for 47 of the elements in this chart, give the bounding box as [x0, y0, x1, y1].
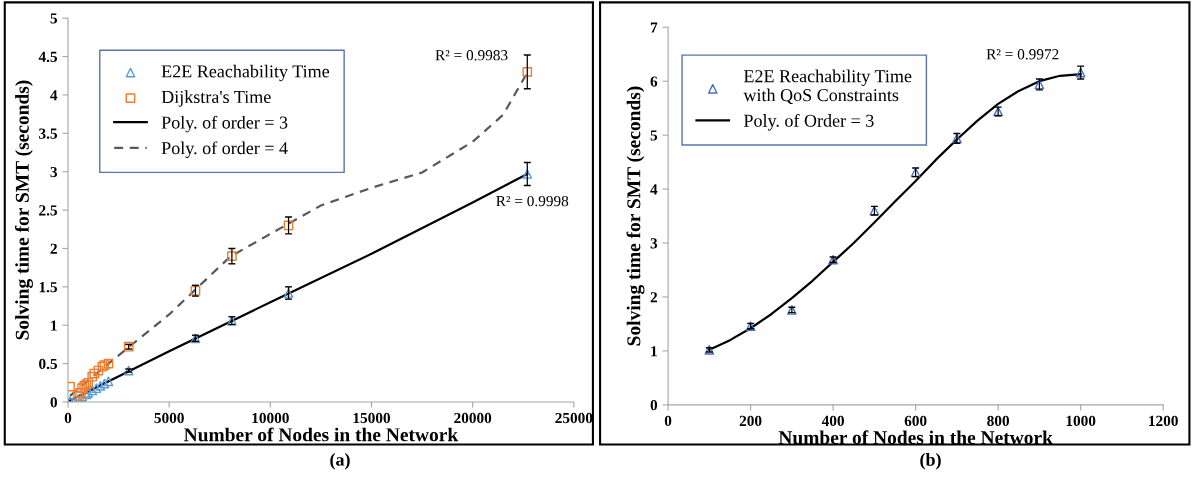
legend-label: E2E Reachability Time	[161, 64, 330, 82]
x-tick-label: 200	[739, 415, 762, 427]
x-tick-label: 25000	[555, 412, 593, 424]
y-tick-label: 1.5	[39, 282, 58, 293]
annotation: R² = 0.9972	[986, 49, 1059, 60]
y-tick-label: 1	[651, 346, 657, 357]
y-axis-title: Solving time for SMT (seconds)	[626, 86, 645, 346]
x-axis-title: Number of Nodes in the Network	[184, 427, 459, 442]
text: (b)	[920, 453, 941, 470]
y-tick-label: 2.5	[39, 205, 58, 216]
y-tick-label: 2	[50, 243, 57, 254]
y-tick-label: 0	[650, 400, 658, 411]
x-tick-label: 800	[987, 415, 1010, 427]
text: (a)	[330, 453, 350, 470]
annotation: R² = 0.9998	[496, 195, 569, 207]
y-tick-label: 4.5	[38, 51, 58, 63]
y-tick-label: 3	[650, 238, 658, 249]
y-tick-label: 4	[650, 184, 658, 195]
y-tick-label: 0	[50, 397, 57, 408]
x-axis-title: Number of Nodes in the Network	[778, 430, 1053, 445]
x-tick-label: 20000	[454, 412, 492, 424]
x-tick-label: 0	[664, 415, 672, 427]
legend-label: E2E Reachability Time with QoS Constraints	[743, 69, 912, 104]
y-tick-label: 5	[650, 130, 658, 141]
y-tick-label: 2	[650, 292, 658, 303]
y-tick-label: 0.5	[39, 358, 58, 370]
x-tick-label: 10000	[252, 412, 289, 424]
x-tick-label: 5000	[154, 412, 184, 424]
x-tick-label: 15000	[353, 412, 391, 424]
legend-label: Dijkstra's Time	[161, 90, 271, 107]
y-axis-title: Solving time for SMT (seconds)	[14, 80, 33, 340]
y-tick-label: 5	[50, 13, 58, 24]
legend-label: Poly. of order = 3	[161, 115, 288, 133]
x-tick-label: 1200	[1149, 415, 1178, 427]
legend-label: Poly. of order = 4	[161, 141, 288, 158]
y-tick-label: 1	[51, 320, 57, 331]
x-tick-label: 1000	[1066, 415, 1096, 427]
y-tick-label: 4	[50, 90, 58, 101]
legend-label: Poly. of Order = 3	[743, 113, 874, 131]
y-tick-label: 7	[650, 22, 658, 33]
annotation: R² = 0.9983	[435, 50, 508, 61]
y-tick-label: 3	[50, 166, 58, 178]
x-tick-label: 0	[64, 412, 72, 424]
x-tick-label: 400	[821, 415, 844, 427]
y-tick-label: 3.5	[39, 128, 58, 139]
x-tick-label: 600	[904, 415, 927, 427]
y-tick-label: 6	[650, 76, 658, 87]
